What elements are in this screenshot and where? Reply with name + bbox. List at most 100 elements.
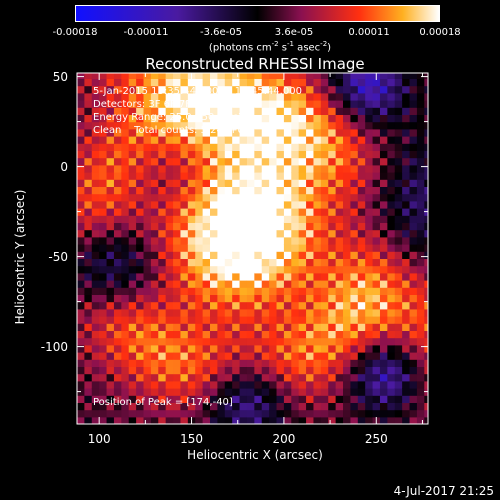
heatmap-cell <box>313 229 322 238</box>
heatmap-cell <box>202 380 211 389</box>
heatmap-cell <box>402 294 411 303</box>
heatmap-cell <box>77 92 85 101</box>
heatmap-cell <box>409 229 418 238</box>
heatmap-cell <box>424 236 428 245</box>
heatmap-cell <box>180 121 189 130</box>
heatmap-cell <box>202 265 211 274</box>
heatmap-cell <box>298 128 307 137</box>
heatmap-cell <box>357 323 366 331</box>
heatmap-cell <box>320 395 329 403</box>
heatmap-cell <box>291 251 300 259</box>
heatmap-cell <box>313 73 322 79</box>
heatmap-cell <box>416 272 425 281</box>
heatmap-cell <box>187 208 196 216</box>
heatmap-cell <box>379 186 388 195</box>
heatmap-cell <box>402 251 411 259</box>
heatmap-cell <box>254 251 263 259</box>
heatmap-cell <box>409 179 418 187</box>
heatmap-cell <box>143 172 152 180</box>
heatmap-cell <box>306 272 315 281</box>
heatmap-cell <box>269 114 278 123</box>
heatmap-cell <box>91 337 100 346</box>
heatmap-cell <box>165 222 174 231</box>
heatmap-cell <box>99 409 108 418</box>
heatmap-cell <box>335 251 344 259</box>
heatmap-cell <box>298 186 307 195</box>
heatmap-cell <box>106 229 115 238</box>
heatmap-cell <box>313 179 322 187</box>
heatmap-cell <box>409 316 418 324</box>
heatmap-cell <box>261 157 270 166</box>
heatmap-cell <box>180 337 189 346</box>
heatmap-cell <box>113 229 122 238</box>
heatmap-cell <box>128 373 137 382</box>
heatmap-cell <box>424 373 428 382</box>
heatmap-cell <box>357 395 366 403</box>
heatmap-cell <box>320 73 329 79</box>
heatmap-cell <box>343 359 352 367</box>
heatmap-cell <box>261 121 270 130</box>
heatmap-cell <box>254 107 263 115</box>
heatmap-cell <box>424 258 428 267</box>
heatmap-cell <box>99 251 108 259</box>
heatmap-cell <box>343 215 352 223</box>
heatmap-cell <box>202 316 211 324</box>
heatmap-cell <box>180 258 189 267</box>
heatmap-cell <box>99 272 108 281</box>
heatmap-cell <box>313 164 322 173</box>
heatmap-cell <box>224 359 233 367</box>
heatmap-cell <box>143 136 152 144</box>
heatmap-cell <box>261 172 270 180</box>
heatmap-cell <box>180 251 189 259</box>
heatmap-cell <box>306 388 315 396</box>
heatmap-cell <box>320 308 329 317</box>
heatmap-cell <box>246 143 255 151</box>
heatmap-cell <box>173 229 182 238</box>
heatmap-cell <box>136 244 145 252</box>
heatmap-cell <box>409 136 418 144</box>
heatmap-cell <box>298 229 307 238</box>
heatmap-cell <box>372 128 381 137</box>
heatmap-cell <box>217 92 226 101</box>
heatmap-cell <box>416 136 425 144</box>
heatmap-cell <box>77 244 85 252</box>
heatmap-cell <box>77 280 85 288</box>
heatmap-cell <box>335 330 344 339</box>
heatmap-cell <box>335 85 344 94</box>
heatmap-cell <box>121 107 130 115</box>
heatmap-cell <box>387 380 396 389</box>
heatmap-cell <box>143 316 152 324</box>
heatmap-cell <box>173 150 182 159</box>
heatmap-cell <box>187 294 196 303</box>
heatmap-cell <box>276 128 285 137</box>
heatmap-cell <box>365 179 374 187</box>
heatmap-cell <box>106 366 115 375</box>
heatmap-cell <box>158 380 167 389</box>
heatmap-cell <box>394 186 403 195</box>
heatmap-cell <box>313 409 322 418</box>
heatmap-cell <box>246 208 255 216</box>
heatmap-cell <box>328 294 337 303</box>
heatmap-cell <box>195 316 204 324</box>
heatmap-cell <box>217 416 226 424</box>
heatmap-cell <box>246 395 255 403</box>
heatmap-cell <box>232 301 241 310</box>
heatmap-cell <box>187 121 196 130</box>
heatmap-cell <box>269 179 278 187</box>
heatmap-cell <box>394 200 403 209</box>
heatmap-cell <box>195 200 204 209</box>
heatmap-cell <box>91 272 100 281</box>
heatmap-cell <box>379 416 388 424</box>
heatmap-cell <box>409 236 418 245</box>
heatmap-cell <box>335 323 344 331</box>
heatmap-cell <box>298 337 307 346</box>
heatmap-cell <box>350 287 359 295</box>
heatmap-cell <box>291 121 300 130</box>
heatmap-cell <box>210 265 218 274</box>
heatmap-cell <box>246 301 255 310</box>
heatmap-cell <box>217 395 226 403</box>
heatmap-cell <box>150 330 159 339</box>
heatmap-cell <box>99 236 108 245</box>
heatmap-cell <box>335 258 344 267</box>
heatmap-cell <box>424 316 428 324</box>
